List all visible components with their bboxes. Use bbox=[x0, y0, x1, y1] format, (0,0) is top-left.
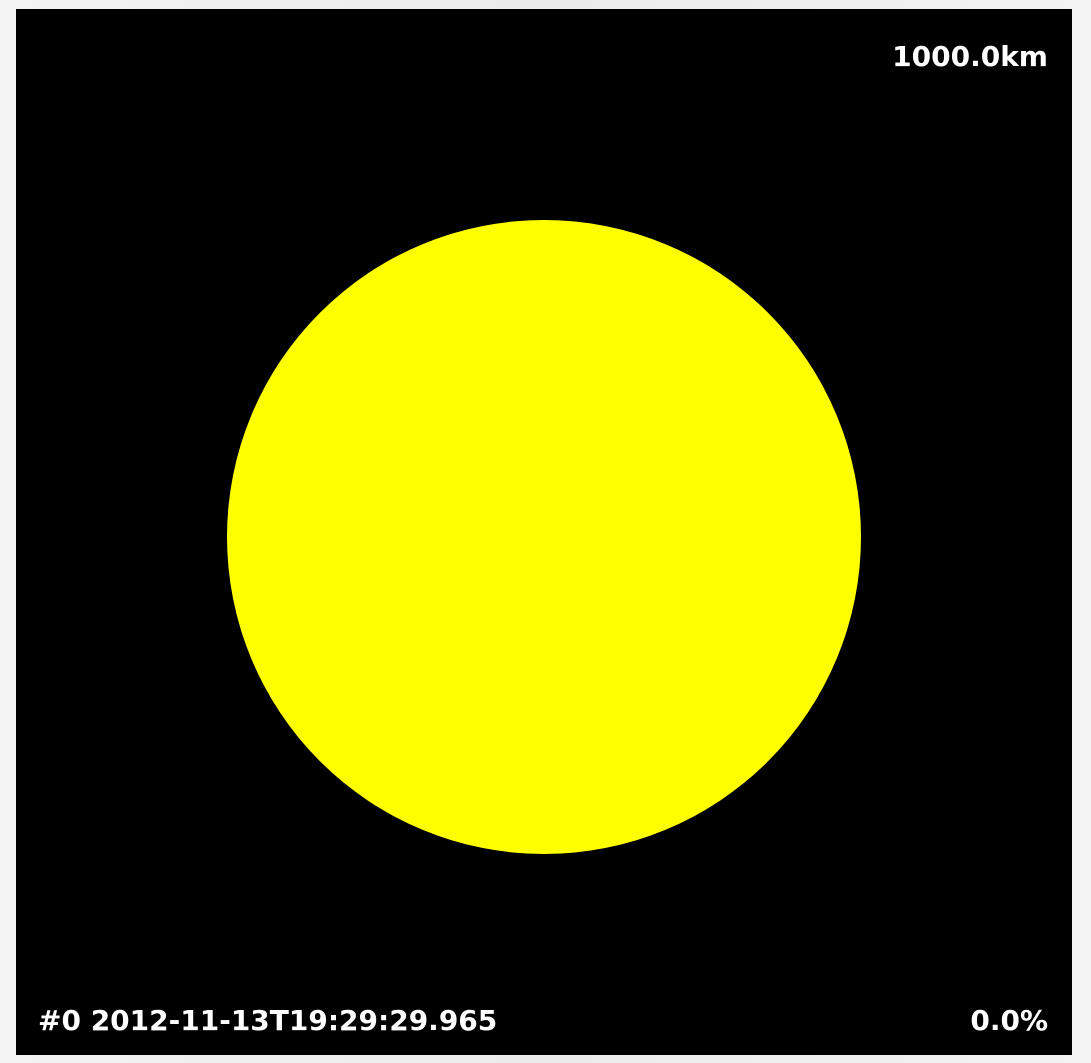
scale-label: 1000.0km bbox=[892, 40, 1048, 73]
progress-label: 0.0% bbox=[970, 1004, 1048, 1037]
solar-viewer-canvas[interactable]: 1000.0km #0 2012-11-13T19:29:29.965 0.0% bbox=[16, 9, 1072, 1055]
frame-timestamp: #0 2012-11-13T19:29:29.965 bbox=[38, 1004, 498, 1037]
sun-disk bbox=[227, 220, 861, 854]
